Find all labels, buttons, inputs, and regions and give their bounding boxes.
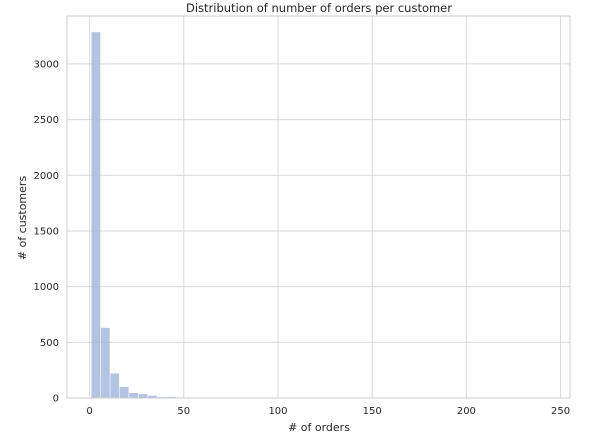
y-tick-label: 2500 [34, 115, 59, 126]
x-axis-ticks: 0 50 100 150 200 250 [86, 406, 570, 417]
chart-title: Distribution of number of orders per cus… [186, 1, 452, 15]
x-tick-label: 200 [457, 406, 476, 417]
histogram-bar [166, 396, 176, 398]
y-tick-label: 500 [40, 338, 59, 349]
histogram-bar [148, 395, 157, 398]
y-tick-label: 2000 [34, 171, 59, 182]
grid-lines [67, 16, 570, 399]
y-tick-label: 3000 [34, 59, 59, 70]
x-tick-label: 150 [363, 406, 382, 417]
y-tick-label: 0 [53, 394, 59, 405]
x-tick-label: 250 [551, 406, 570, 417]
y-axis-ticks: 0 500 1000 1500 2000 2500 3000 [34, 59, 59, 404]
y-axis-label: # of customers [16, 176, 29, 261]
plot-frame [66, 15, 571, 399]
x-axis-label: # of orders [288, 421, 350, 434]
bars [91, 32, 553, 399]
histogram-bar [129, 392, 138, 398]
histogram-bar [100, 327, 110, 398]
y-tick-label: 1500 [34, 226, 59, 237]
histogram-bar [110, 373, 120, 398]
x-tick-label: 0 [86, 406, 92, 417]
x-tick-label: 50 [177, 406, 190, 417]
y-tick-label: 1000 [34, 282, 59, 293]
histogram-bar [91, 32, 101, 399]
histogram-bar [138, 394, 148, 398]
histogram-bar [119, 386, 129, 398]
x-tick-label: 100 [268, 406, 287, 417]
